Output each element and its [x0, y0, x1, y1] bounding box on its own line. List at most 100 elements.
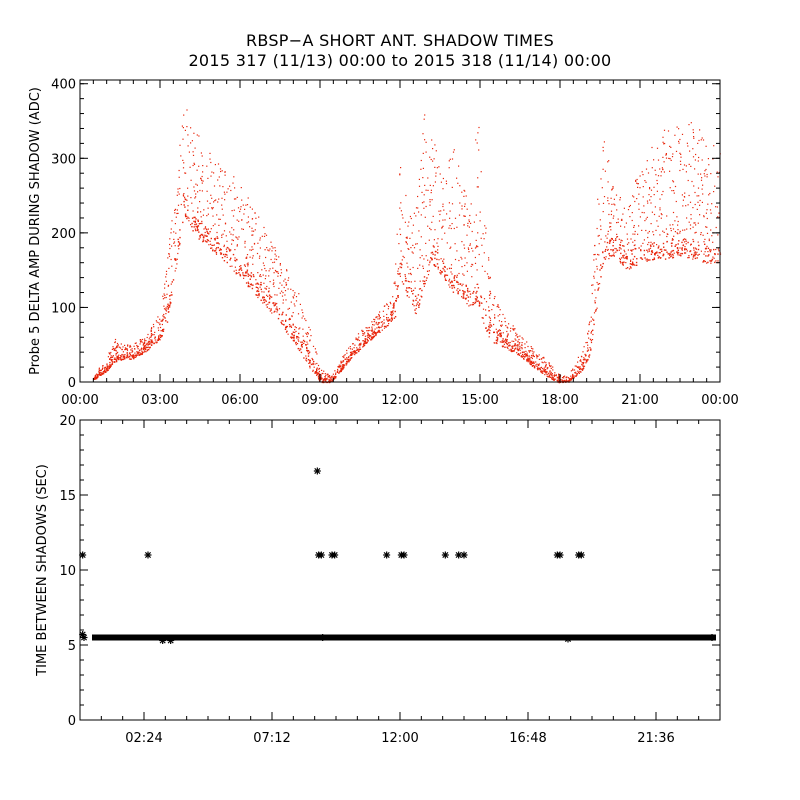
interval-point: [577, 551, 585, 559]
amplitude-point: [472, 302, 474, 304]
amplitude-point: [132, 356, 134, 358]
amplitude-point: [108, 366, 110, 368]
amplitude-point: [599, 219, 601, 221]
amplitude-point: [423, 207, 425, 209]
amplitude-point: [404, 275, 406, 277]
amplitude-point: [313, 360, 315, 363]
amplitude-point: [698, 156, 700, 159]
amplitude-point: [316, 369, 318, 372]
amplitude-point: [279, 282, 281, 284]
amplitude-point: [683, 164, 686, 166]
amplitude-point: [714, 253, 716, 255]
amplitude-point: [588, 355, 590, 357]
amplitude-point: [506, 339, 508, 341]
amplitude-point: [203, 234, 205, 236]
amplitude-point: [330, 380, 332, 382]
amplitude-point: [221, 257, 224, 259]
amplitude-point: [174, 223, 176, 225]
amplitude-point: [147, 348, 150, 351]
amplitude-point: [130, 349, 132, 351]
amplitude-point: [195, 183, 197, 185]
amplitude-point: [374, 333, 376, 335]
amplitude-point: [268, 275, 270, 277]
amplitude-point: [678, 128, 680, 130]
amplitude-point: [437, 266, 439, 268]
amplitude-point: [375, 321, 377, 323]
amplitude-point: [168, 255, 171, 257]
amplitude-point: [662, 253, 665, 255]
amplitude-point: [184, 129, 186, 131]
amplitude-point: [475, 246, 477, 248]
amplitude-point: [226, 261, 228, 264]
amplitude-point: [659, 234, 661, 236]
amplitude-point: [511, 340, 513, 342]
amplitude-point: [334, 377, 337, 379]
amplitude-point: [94, 377, 96, 379]
amplitude-point: [232, 215, 235, 217]
amplitude-point: [343, 366, 345, 369]
amplitude-point: [471, 247, 473, 249]
amplitude-point: [522, 355, 524, 357]
amplitude-point: [647, 202, 649, 204]
amplitude-point: [506, 330, 508, 333]
amplitude-point: [137, 345, 139, 348]
amplitude-point: [281, 290, 283, 292]
amplitude-point: [294, 305, 296, 307]
amplitude-point: [503, 343, 505, 345]
amplitude-point: [95, 377, 97, 379]
amplitude-point: [523, 358, 525, 360]
amplitude-point: [637, 183, 639, 185]
amplitude-point: [279, 263, 281, 265]
amplitude-point: [195, 223, 198, 225]
amplitude-point: [593, 323, 595, 326]
amplitude-point: [333, 376, 335, 378]
amplitude-point: [517, 349, 519, 352]
amplitude-point: [400, 266, 403, 269]
amplitude-point: [225, 235, 227, 237]
amplitude-point: [612, 217, 614, 219]
amplitude-point: [229, 259, 231, 261]
amplitude-point: [149, 336, 151, 338]
amplitude-point: [251, 287, 254, 290]
amplitude-point: [594, 310, 597, 312]
amplitude-point: [414, 280, 416, 282]
amplitude-point: [108, 367, 110, 370]
amplitude-point: [590, 340, 592, 342]
amplitude-point: [650, 245, 652, 247]
chart-title-line1: RBSP−A SHORT ANT. SHADOW TIMES: [245, 31, 555, 50]
amplitude-point: [632, 195, 634, 197]
amplitude-point: [184, 196, 186, 198]
amplitude-point: [263, 301, 266, 304]
amplitude-point: [676, 126, 678, 128]
amplitude-point: [442, 260, 444, 262]
amplitude-point: [448, 202, 450, 204]
amplitude-point: [144, 342, 146, 345]
amplitude-point: [259, 247, 261, 249]
amplitude-point: [449, 210, 451, 212]
amplitude-point: [472, 304, 475, 306]
amplitude-point: [271, 245, 273, 248]
amplitude-point: [461, 285, 463, 287]
amplitude-point: [545, 365, 547, 367]
amplitude-point: [169, 238, 171, 240]
amplitude-point: [106, 364, 108, 366]
amplitude-point: [337, 368, 339, 371]
amplitude-point: [451, 273, 453, 275]
amplitude-point: [638, 247, 640, 249]
amplitude-point: [122, 356, 125, 358]
amplitude-point: [263, 296, 265, 299]
amplitude-point: [463, 293, 465, 295]
amplitude-point: [133, 356, 135, 359]
amplitude-point: [494, 296, 496, 298]
amplitude-point: [702, 139, 705, 141]
amplitude-point: [139, 354, 141, 356]
amplitude-point: [488, 259, 490, 261]
amplitude-point: [399, 174, 401, 176]
amplitude-point: [197, 229, 199, 231]
amplitude-point: [529, 357, 531, 359]
amplitude-point: [666, 215, 668, 217]
amplitude-point: [253, 230, 255, 232]
amplitude-point: [302, 335, 304, 337]
amplitude-point: [537, 368, 539, 371]
amplitude-point: [323, 378, 325, 381]
